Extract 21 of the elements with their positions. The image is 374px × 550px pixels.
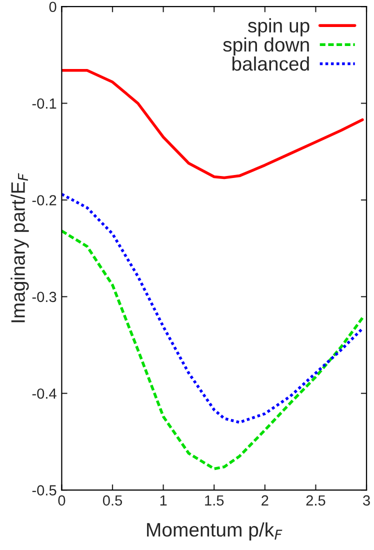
x-tick-label: 0 (58, 495, 66, 506)
x-tick-label: 3 (363, 495, 370, 506)
y-tick-label: 0 (49, 2, 56, 12)
legend-label: spin down (223, 37, 309, 56)
legend-label: balanced (232, 56, 309, 71)
x-tick-label: 1.5 (205, 495, 224, 506)
y-axis-title: Imaginary part/E$_{F}$ (10, 173, 29, 322)
y-tick-label: -0.2 (32, 195, 56, 206)
legend-label: spin up (248, 18, 310, 36)
y-tick-label: -0.4 (32, 388, 56, 399)
x-tick-label: 2 (262, 495, 268, 506)
y-tick-label: -0.3 (32, 292, 56, 302)
y-tick-label: -0.5 (32, 485, 56, 496)
y-tick-label: -0.1 (32, 98, 56, 109)
x-tick-label: 0.5 (102, 495, 122, 506)
x-tick-label: 2.5 (306, 495, 326, 506)
line-series (62, 69, 364, 180)
line-series (62, 230, 364, 470)
line-series (62, 192, 364, 424)
x-tick-label: 1 (160, 495, 167, 506)
x-axis-title: Momentum p/k$_{F}$ (147, 522, 282, 541)
